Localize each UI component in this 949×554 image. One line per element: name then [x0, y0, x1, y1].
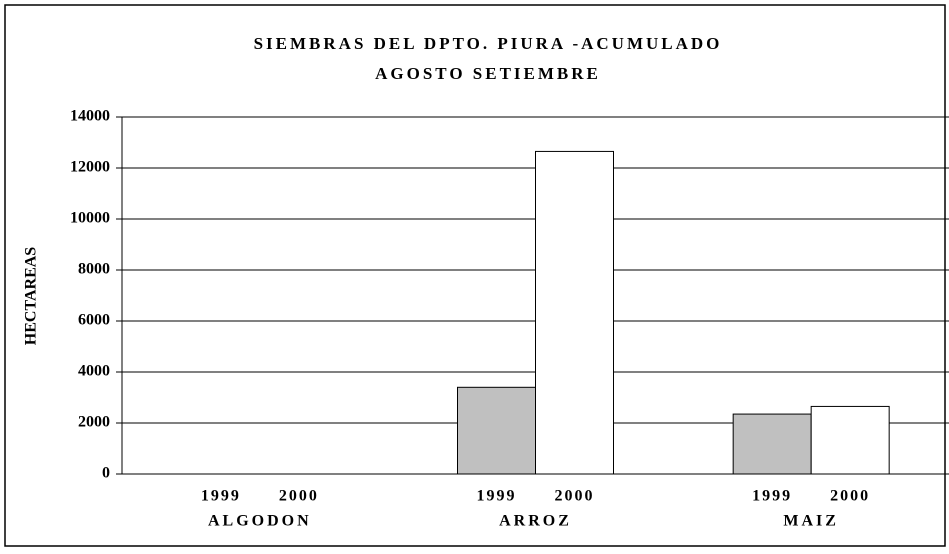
- y-tick-label: 4000: [78, 363, 110, 380]
- y-tick-label: 8000: [78, 261, 110, 278]
- series-label: 2000: [830, 488, 870, 505]
- bar: [457, 386, 536, 475]
- bar: [732, 413, 812, 475]
- x-tick-label: ARROZ: [499, 513, 572, 530]
- y-tick-label: 0: [102, 465, 110, 482]
- x-tick-label: MAIZ: [783, 513, 839, 530]
- frame: [4, 4, 946, 547]
- y-tick-label: 14000: [70, 108, 110, 125]
- bar: [535, 150, 614, 475]
- chart-subtitle: AGOSTO SETIEMBRE: [375, 64, 601, 83]
- series-label: 2000: [279, 488, 319, 505]
- y-tick-label: 12000: [70, 159, 110, 176]
- y-tick-label: 6000: [78, 312, 110, 329]
- series-label: 2000: [555, 488, 595, 505]
- series-label: 1999: [477, 488, 517, 505]
- chart-title: SIEMBRAS DEL DPTO. PIURA -ACUMULADO: [254, 34, 723, 53]
- y-axis-label: HECTAREAS: [23, 247, 40, 345]
- series-label: 1999: [752, 488, 792, 505]
- bar: [810, 405, 890, 475]
- series-label: 1999: [201, 488, 241, 505]
- y-tick-label: 10000: [70, 210, 110, 227]
- y-tick-label: 2000: [78, 414, 110, 431]
- x-tick-label: ALGODON: [208, 513, 312, 530]
